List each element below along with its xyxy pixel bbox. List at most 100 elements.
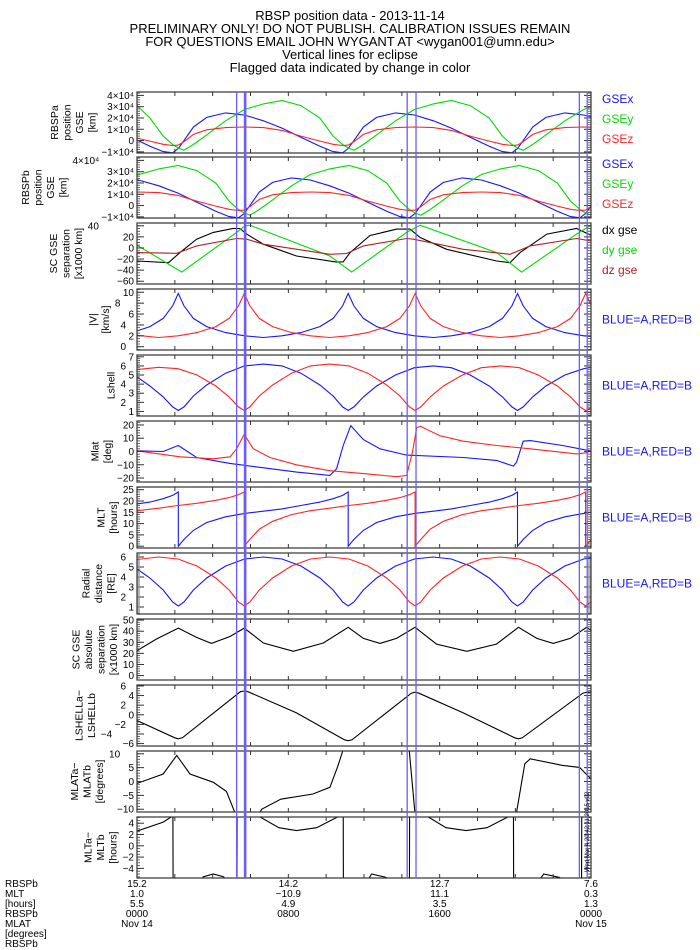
x-tick-annotation: 0000 bbox=[579, 909, 603, 920]
y-tick-label: −10 bbox=[117, 805, 134, 816]
series-line-gsey bbox=[137, 99, 591, 151]
y-axis-title: MLATb bbox=[82, 765, 94, 798]
series-group bbox=[137, 751, 591, 812]
series-line-value bbox=[137, 751, 591, 812]
y-tick-label: 5 bbox=[128, 563, 134, 574]
x-tick-annotation: 3.5 bbox=[432, 899, 447, 910]
y-tick-label: −40 bbox=[117, 266, 134, 277]
y-tick-label: 1 bbox=[128, 603, 134, 614]
y-axis-title: RBSPa bbox=[49, 105, 61, 140]
x-tick-annotation: 0000 bbox=[125, 909, 149, 920]
y-tick-label: 4 bbox=[120, 573, 126, 584]
y-tick-label: −20 bbox=[117, 474, 134, 485]
series-line-b bbox=[137, 425, 591, 478]
y-tick-label: 2 bbox=[128, 830, 134, 841]
y-tick-label: −1×10⁴ bbox=[101, 212, 134, 223]
x-tick-annotation: 12.7 bbox=[429, 879, 450, 890]
series-group bbox=[137, 556, 591, 607]
y-tick-label: 2 bbox=[120, 593, 126, 604]
y-tick-label: 0 bbox=[128, 671, 134, 682]
y-tick-label: 25 bbox=[123, 485, 135, 496]
x-tick-annotation: 7.6 bbox=[584, 879, 598, 890]
y-axis-title: RBSPb bbox=[20, 170, 32, 205]
y-tick-label: −10 bbox=[117, 460, 134, 471]
y-axis-title: LSHELLb bbox=[86, 693, 98, 738]
series-line-gsex bbox=[137, 177, 591, 218]
legend-label: GSEx bbox=[602, 157, 633, 171]
x-tick-annotation: 5.5 bbox=[130, 899, 144, 910]
flag-note: Flagged data indicated by change in colo… bbox=[229, 60, 471, 75]
y-axis-title: separation bbox=[60, 229, 72, 278]
series-line-value bbox=[137, 817, 583, 878]
panel-frame bbox=[136, 486, 592, 549]
y-tick-label: 0 bbox=[128, 243, 134, 254]
y-tick-label: 3 bbox=[128, 583, 134, 594]
y-tick-label: 6 bbox=[128, 310, 134, 321]
y-tick-label: 4 bbox=[120, 320, 126, 331]
y-tick-label: 0 bbox=[128, 447, 134, 458]
panel-frame bbox=[136, 750, 592, 813]
y-tick-label: 20 bbox=[123, 497, 135, 508]
series-group bbox=[137, 292, 591, 339]
y-tick-label: 4×10⁴ bbox=[107, 91, 134, 102]
y-tick-label: 30 bbox=[123, 638, 135, 649]
y-tick-label: 4 bbox=[128, 819, 134, 830]
y-tick-label: 3×10⁴ bbox=[107, 167, 134, 178]
y-tick-label: 50 bbox=[123, 616, 135, 627]
legend-label: GSEx bbox=[602, 92, 633, 106]
series-group bbox=[137, 224, 591, 273]
y-axis-title: [hours] bbox=[108, 501, 120, 533]
y-axis-title: GSE bbox=[74, 111, 86, 133]
series-line-a bbox=[137, 556, 591, 607]
y-tick-label: 3×10⁴ bbox=[107, 102, 134, 113]
x-tick-annotation: −10.9 bbox=[275, 889, 301, 900]
series-line-dx-gse bbox=[137, 227, 591, 264]
series-group bbox=[137, 626, 591, 652]
series-group bbox=[137, 817, 583, 878]
series-line-gsex bbox=[137, 112, 591, 153]
y-axis-title: [deg] bbox=[102, 440, 114, 463]
series-group bbox=[137, 164, 591, 218]
panel-frame bbox=[136, 420, 592, 483]
series-line-a bbox=[137, 491, 591, 548]
y-tick-label: −20 bbox=[117, 255, 134, 266]
x-tick-annotation: 15.2 bbox=[127, 879, 147, 890]
y-axis-title: [RE] bbox=[105, 573, 117, 594]
y-axis-title: MLATa− bbox=[69, 762, 81, 800]
series-group bbox=[137, 491, 591, 548]
y-tick-label: 10 bbox=[123, 434, 135, 445]
y-tick-label: −4 bbox=[101, 729, 113, 740]
panel-frame bbox=[136, 552, 592, 615]
row-label: MLAT bbox=[5, 919, 31, 930]
row-label: RBSPb bbox=[5, 909, 38, 920]
y-tick-label: 0 bbox=[128, 201, 134, 212]
y-tick-label: 1×10⁴ bbox=[107, 190, 134, 201]
y-axis-title: [km/s] bbox=[100, 305, 112, 333]
y-tick-label: 5 bbox=[128, 371, 134, 382]
warning-line: PRELIMINARY ONLY! DO NOT PUBLISH. CALIBR… bbox=[129, 21, 571, 36]
y-tick-label: 10 bbox=[123, 288, 135, 299]
x-tick-annotation: 1600 bbox=[428, 909, 451, 920]
legend-label: GSEz bbox=[602, 132, 633, 146]
y-tick-label: 6 bbox=[120, 361, 126, 372]
y-axis-title: MLTb bbox=[95, 834, 107, 860]
y-tick-label: 2 bbox=[120, 398, 126, 409]
x-tick-annotation: 1.3 bbox=[584, 899, 598, 910]
y-axis-title: Lshell bbox=[105, 372, 117, 399]
y-tick-label: 2×10⁴ bbox=[107, 178, 134, 189]
y-tick-label: 5 bbox=[128, 763, 134, 774]
y-axis-title: position bbox=[61, 104, 73, 140]
x-tick-annotation: 0.3 bbox=[584, 889, 598, 900]
panel-frame bbox=[136, 618, 592, 681]
series-line-value bbox=[137, 690, 591, 742]
y-tick-label: 40 bbox=[123, 627, 135, 638]
series-line-value bbox=[137, 626, 591, 652]
y-tick-label: 4 bbox=[128, 691, 134, 702]
